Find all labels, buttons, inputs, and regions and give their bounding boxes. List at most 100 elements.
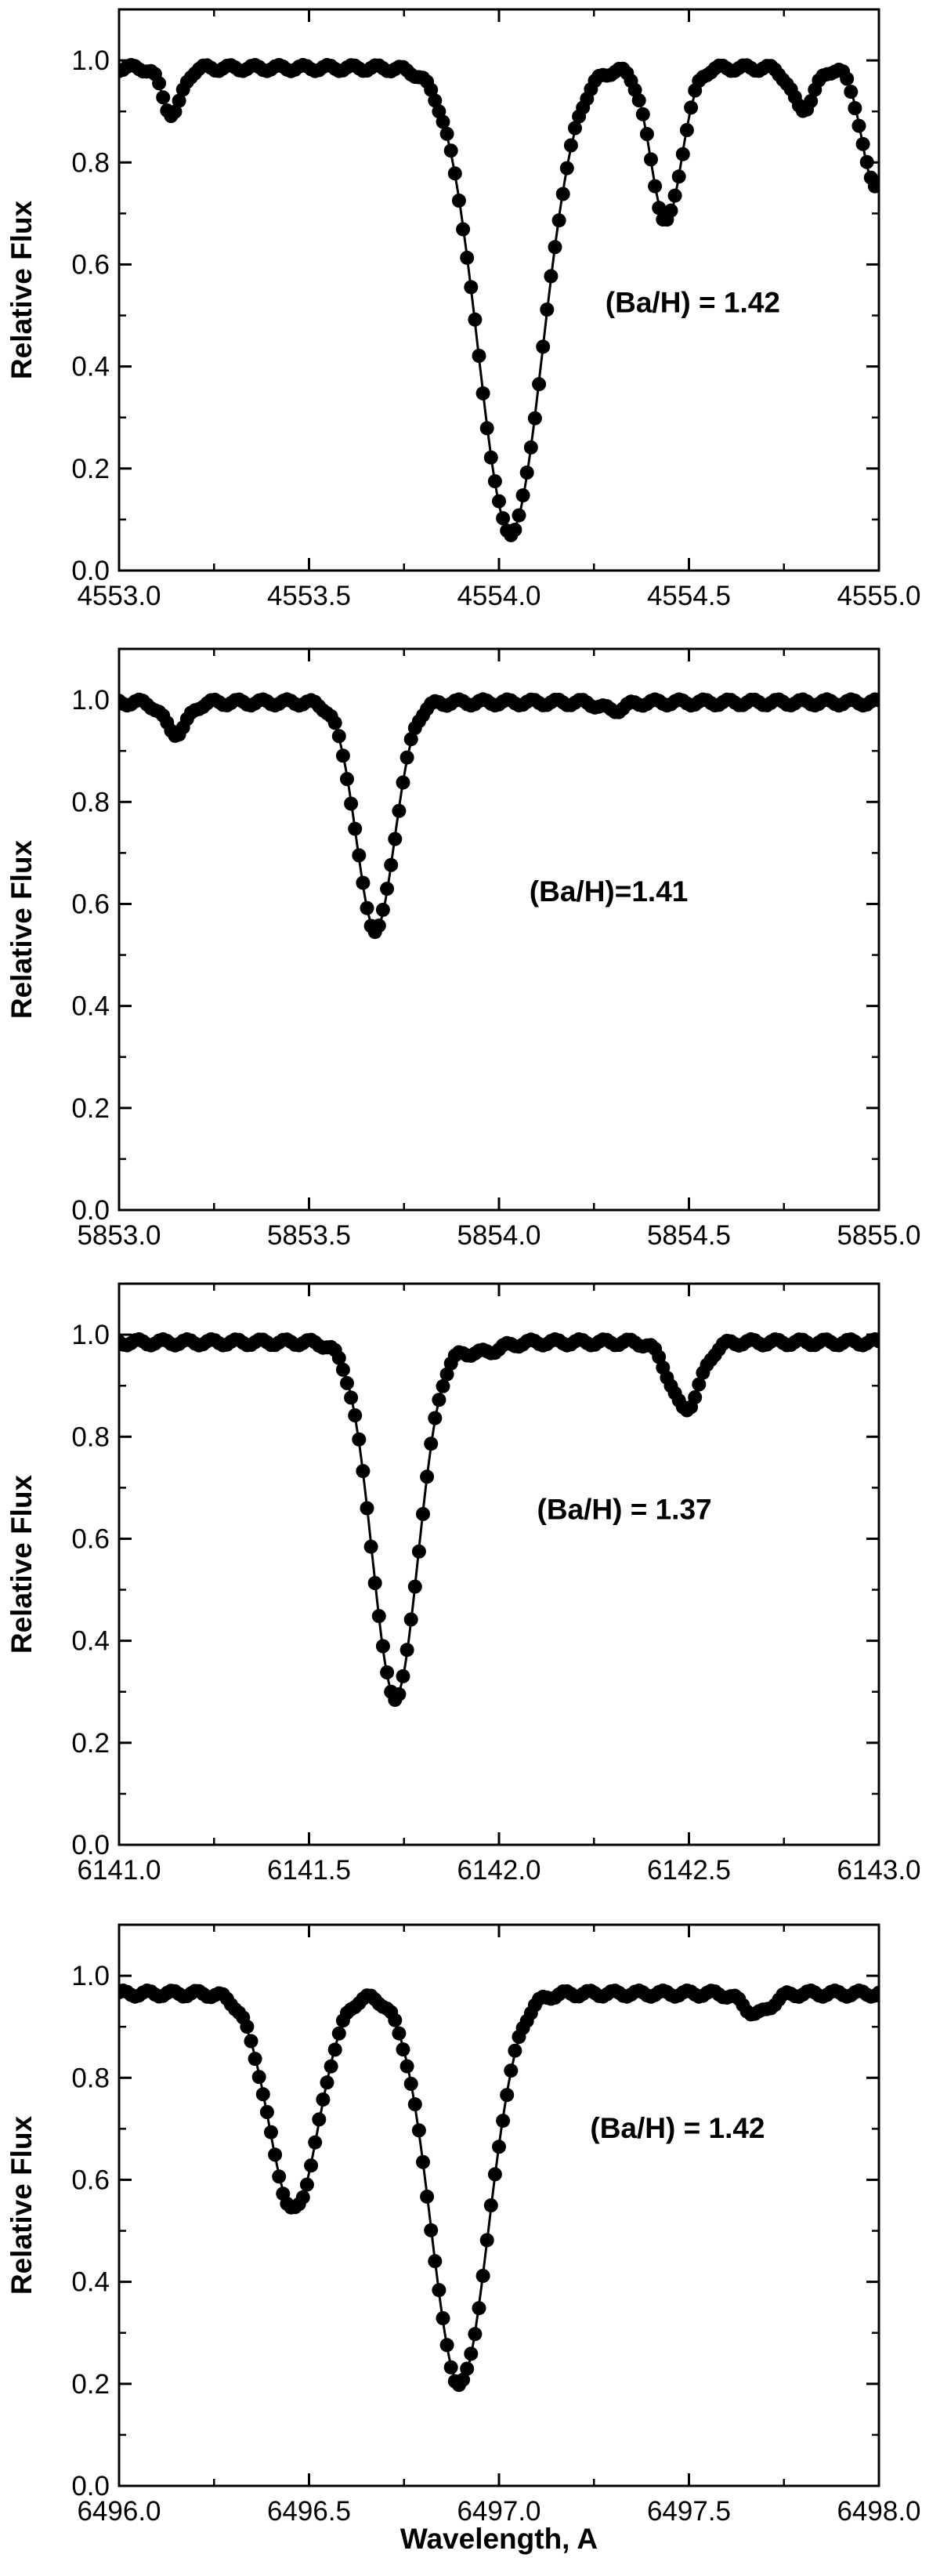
x-tick-label: 6497.5 (647, 2496, 731, 2527)
observed-point (500, 2088, 515, 2103)
x-tick-label: 6141.5 (267, 1855, 351, 1886)
y-tick-label: 0.6 (71, 1523, 110, 1554)
chart-panel-3: 6141.0 6141.5 6142.0 6142.5 6143.0 0.0 0.2 0.4 0… (5, 1282, 921, 1886)
observed-point (540, 303, 555, 317)
observed-point (475, 2269, 490, 2283)
observed-point (316, 2092, 331, 2107)
observed-point (472, 2301, 486, 2316)
observed-point (504, 2063, 519, 2078)
synthetic-spectrum-line (119, 1992, 879, 2386)
x-tick-label: 4553.0 (77, 581, 161, 611)
observed-point (299, 2177, 314, 2192)
observed-point (663, 203, 678, 218)
y-tick-label: 0.8 (71, 787, 110, 817)
observed-point (244, 2034, 258, 2049)
observed-point (327, 716, 342, 730)
observed-point (411, 2123, 426, 2138)
y-tick-label: 0.6 (71, 249, 110, 280)
observed-point (371, 918, 386, 933)
observed-point (436, 114, 450, 129)
observed-point (268, 2147, 283, 2162)
observed-point (388, 831, 403, 846)
observed-point (335, 748, 350, 763)
observed-point (496, 511, 511, 526)
y-tick-label: 0.8 (71, 2063, 110, 2093)
y-tick-label: 0.2 (71, 2369, 110, 2400)
observed-point (356, 875, 371, 890)
observed-point (464, 2346, 479, 2361)
observed-point (460, 2361, 475, 2376)
observed-point (352, 1432, 367, 1447)
chart-panel-4: 6496.0 6496.5 6497.0 6497.5 6498.0 0.0 0.2 0.4 0… (5, 1923, 921, 2555)
observed-point (371, 1609, 386, 1624)
observed-point (523, 440, 538, 455)
observed-point (363, 1539, 378, 1554)
observed-point (688, 1390, 703, 1404)
observed-point (428, 2254, 443, 2269)
observed-point (439, 2338, 454, 2353)
observed-point (872, 693, 879, 708)
observed-point (443, 2360, 458, 2375)
observed-point (331, 1350, 346, 1365)
observed-point (848, 101, 862, 115)
x-tick-label: 5854.5 (647, 1220, 731, 1251)
x-tick-label: 4555.0 (837, 581, 920, 611)
observed-point (388, 2013, 403, 2027)
observed-point (671, 169, 686, 184)
observed-point (508, 523, 522, 537)
observed-point (384, 857, 399, 872)
observed-point (356, 1464, 371, 1479)
observed-point (439, 126, 454, 141)
observed-point (436, 2311, 450, 2326)
x-tick-label: 6496.5 (267, 2496, 351, 2527)
observed-point (324, 2059, 338, 2074)
observed-point (451, 194, 466, 208)
plot-frame (118, 1282, 880, 1846)
observed-point (851, 118, 866, 133)
observed-point (156, 90, 171, 105)
observed-point (536, 339, 551, 354)
observed-point (551, 213, 566, 228)
abundance-annotation: (Ba/H) = 1.42 (606, 287, 780, 319)
observed-point (844, 85, 859, 100)
observed-point (420, 1469, 435, 1484)
observed-point (392, 1687, 407, 1701)
y-tick-label: 0.4 (71, 2267, 110, 2298)
observed-point (403, 2077, 418, 2091)
observed-point (548, 240, 562, 255)
y-axis-label: Relative Flux (5, 1474, 38, 1654)
observed-point (344, 1390, 359, 1405)
observed-point (639, 127, 654, 141)
observed-point (456, 222, 471, 237)
x-tick-label: 5854.0 (457, 1220, 540, 1251)
observed-point (439, 1367, 454, 1382)
observed-point (400, 1643, 414, 1658)
observed-point (428, 1411, 443, 1426)
observed-point (496, 2114, 511, 2129)
observed-point (360, 1501, 374, 1516)
observed-point (403, 1612, 418, 1627)
observed-point (259, 2105, 274, 2119)
x-tick-label: 6143.0 (837, 1855, 920, 1886)
observed-point (152, 76, 167, 91)
observed-point (487, 2167, 502, 2182)
observed-point (168, 104, 183, 119)
observed-point (840, 71, 855, 86)
observed-point (436, 1379, 450, 1393)
observed-point (367, 1576, 382, 1590)
observed-point (416, 1506, 430, 1521)
observed-point (172, 93, 186, 108)
observed-point (648, 179, 663, 194)
observed-point (304, 2158, 319, 2173)
observed-point (396, 1668, 410, 1683)
observed-point (472, 349, 486, 363)
observed-point (424, 82, 439, 97)
x-axis-label: Wavelength, A (400, 2523, 598, 2555)
observed-point (348, 1408, 363, 1422)
y-tick-label: 1.0 (71, 1320, 110, 1350)
observed-point (855, 136, 870, 151)
observed-point (631, 93, 646, 108)
observed-point (519, 466, 534, 480)
y-tick-label: 0.4 (71, 352, 110, 382)
observed-point (340, 1375, 354, 1390)
